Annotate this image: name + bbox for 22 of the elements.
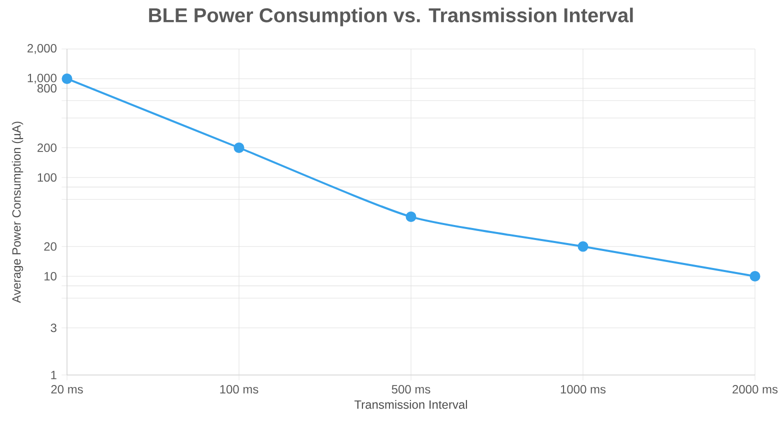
x-axis-title: Transmission Interval — [354, 400, 467, 409]
y-tick-label: 10 — [44, 272, 56, 280]
x-tick-label: 20 ms — [51, 385, 83, 394]
x-tick-label: 1000 ms — [560, 385, 606, 394]
y-axis-title: Average Power Consumption (µA) — [12, 122, 24, 304]
y-tick-label: 800 — [37, 84, 56, 93]
y-tick-label: 2,000 — [28, 44, 56, 54]
point — [578, 241, 588, 252]
point — [406, 212, 416, 222]
chart-title: BLE Power Consumption vs. Transmission Interval — [149, 8, 633, 26]
y-tick-label: 1,000 — [28, 74, 56, 84]
point — [234, 142, 244, 154]
y-tick-label: 100 — [38, 173, 56, 182]
y-tick-label: 200 — [38, 144, 56, 152]
x-tick-label: 100 ms — [220, 385, 258, 394]
point — [62, 73, 72, 84]
point — [750, 270, 760, 282]
y-tick-label: 1 — [51, 370, 56, 380]
x-tick-label: 500 ms — [392, 385, 430, 394]
y-tick-label: 3 — [50, 324, 56, 332]
y-tick-label: 20 — [44, 242, 56, 251]
x-tick-label: 2000 ms — [732, 385, 778, 394]
